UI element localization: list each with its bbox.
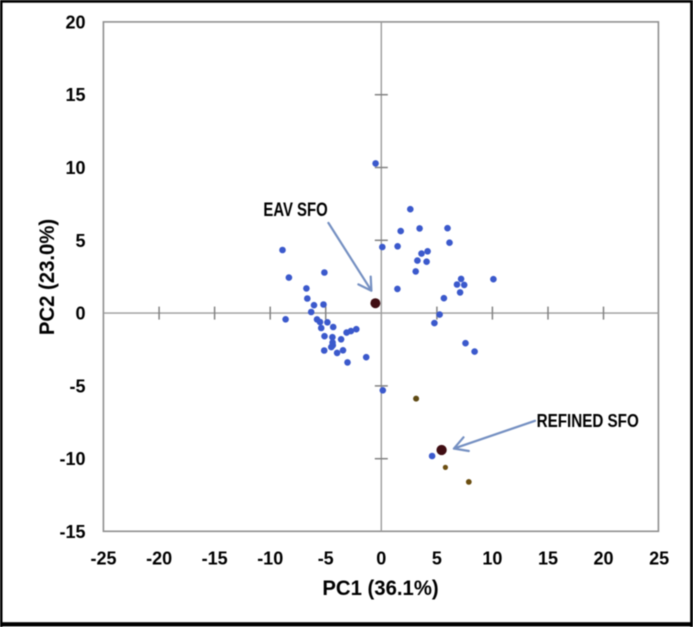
svg-text:20: 20: [593, 549, 613, 569]
svg-text:-25: -25: [90, 549, 116, 569]
svg-text:EAV SFO: EAV SFO: [263, 200, 327, 221]
svg-text:-15: -15: [59, 522, 85, 542]
svg-text:5: 5: [75, 231, 85, 251]
svg-text:-5: -5: [69, 376, 85, 396]
svg-text:10: 10: [65, 158, 85, 178]
svg-text:15: 15: [65, 85, 85, 105]
svg-text:-15: -15: [202, 549, 228, 569]
svg-text:15: 15: [538, 549, 558, 569]
svg-text:0: 0: [376, 549, 386, 569]
svg-text:25: 25: [649, 549, 669, 569]
svg-text:10: 10: [482, 549, 502, 569]
svg-text:-5: -5: [318, 549, 334, 569]
svg-text:-20: -20: [146, 549, 172, 569]
svg-text:REFINED SFO: REFINED SFO: [537, 410, 639, 431]
svg-text:5: 5: [432, 549, 442, 569]
svg-text:PC2 (23.0%): PC2 (23.0%): [35, 219, 59, 335]
svg-text:-10: -10: [59, 449, 85, 469]
svg-text:0: 0: [75, 304, 85, 324]
svg-text:20: 20: [65, 12, 85, 32]
svg-text:-10: -10: [257, 549, 283, 569]
svg-text:PC1 (36.1%): PC1 (36.1%): [322, 576, 438, 600]
